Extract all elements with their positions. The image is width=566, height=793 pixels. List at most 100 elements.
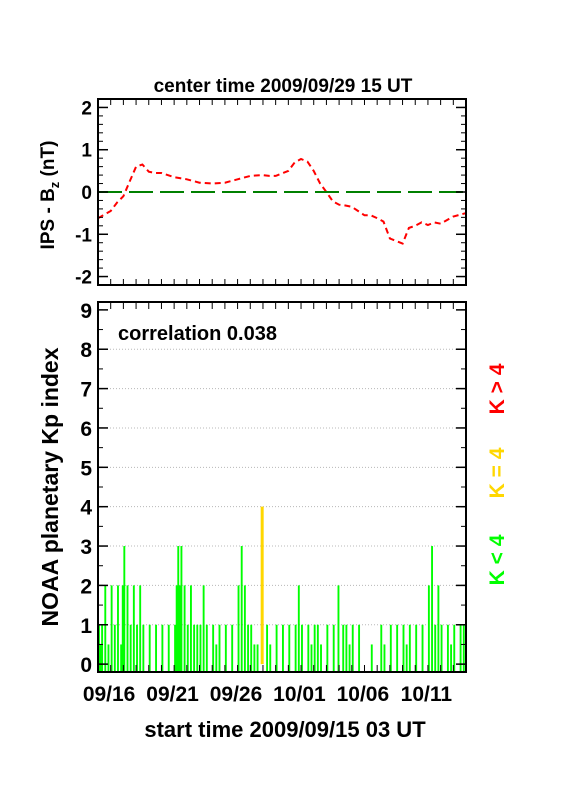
bottom-y-tick-labels: 9 8 7 6 5 4 3 2 1 0 xyxy=(80,300,92,677)
kp-bar xyxy=(190,585,192,672)
top-y-tick-label: -1 xyxy=(75,225,92,246)
kp-bar xyxy=(313,624,316,672)
bottom-x-tick-label: 09/16 xyxy=(83,683,136,706)
kp-bar xyxy=(256,644,259,672)
kp-bar xyxy=(104,585,107,672)
top-y-axis-label: IPS - Bz (nT) xyxy=(38,141,62,250)
kp-bar xyxy=(218,624,221,672)
kp-bar xyxy=(310,644,313,672)
kp-bar xyxy=(126,585,129,672)
ips-bz-panel: center time 2009/09/29 15 UT IPS - Bz (n… xyxy=(38,76,467,289)
kp-bar xyxy=(215,644,218,672)
kp-bar xyxy=(250,624,253,672)
kp-bar xyxy=(380,624,383,672)
kp-bar xyxy=(462,624,465,672)
kp-bar xyxy=(342,624,345,672)
kp-bar xyxy=(326,624,329,672)
kp-bar xyxy=(316,624,319,672)
bottom-x-tick-label: 10/06 xyxy=(337,683,390,706)
kp-bar xyxy=(337,585,340,672)
bottom-y-tick-label: 6 xyxy=(80,418,92,441)
kp-bar xyxy=(178,585,181,672)
kp-bar xyxy=(459,624,462,672)
kp-bar xyxy=(136,624,138,672)
correlation-annotation: correlation 0.038 xyxy=(118,323,277,345)
kp-bar xyxy=(408,624,411,672)
kp-bar xyxy=(186,624,189,672)
legend-k-greater-4: K > 4 xyxy=(486,363,509,414)
kp-bar xyxy=(202,585,205,672)
kp-bar xyxy=(358,624,361,672)
bottom-y-tick-label: 7 xyxy=(80,379,92,402)
kp-panel: NOAA planetary Kp index 9 8 7 6 5 4 3 2 1 0 09/16… xyxy=(37,300,509,742)
bottom-y-tick-label: 8 xyxy=(80,339,92,362)
kp-bar xyxy=(351,624,354,672)
kp-bar xyxy=(113,624,116,672)
kp-bar xyxy=(421,624,424,672)
top-plot-frame xyxy=(97,98,467,286)
kp-bar xyxy=(348,644,351,672)
kp-bar xyxy=(121,585,124,672)
kp-bar xyxy=(139,585,142,672)
kp-bar xyxy=(243,585,246,672)
bottom-y-tick-label: 1 xyxy=(80,615,92,638)
kp-legend: K < 4 K = 4 K > 4 xyxy=(486,363,509,585)
bottom-y-tick-label: 4 xyxy=(80,497,92,520)
kp-bar xyxy=(110,585,113,672)
bottom-y-tick-label: 0 xyxy=(80,654,92,677)
bottom-gridlines xyxy=(98,348,466,626)
top-series-lines xyxy=(97,157,467,245)
kp-bar xyxy=(453,624,456,672)
kp-bar xyxy=(142,624,145,672)
kp-bar xyxy=(282,624,284,672)
bottom-plot-frame xyxy=(97,301,467,673)
bottom-x-axis-label: start time 2009/09/15 03 UT xyxy=(144,717,426,742)
kp-bar xyxy=(297,585,300,672)
kp-bar xyxy=(247,624,249,672)
kp-bar xyxy=(396,624,399,672)
kp-bar xyxy=(161,624,164,672)
kp-bar xyxy=(345,624,348,672)
legend-k-equal-4: K = 4 xyxy=(486,447,509,498)
kp-bar xyxy=(332,624,335,672)
top-y-tick-label: 2 xyxy=(81,98,92,119)
bottom-x-tick-label: 10/11 xyxy=(401,683,453,706)
top-y-tick-label: 0 xyxy=(81,183,92,204)
kp-bar xyxy=(415,624,418,672)
kp-bar xyxy=(402,624,405,672)
kp-bar xyxy=(212,624,215,672)
bottom-x-tick-label: 09/26 xyxy=(210,683,263,706)
kp-bar xyxy=(231,624,234,672)
kp-bar xyxy=(240,546,243,672)
kp-bar xyxy=(320,644,322,672)
kp-bar xyxy=(434,624,437,672)
kp-bar xyxy=(288,624,291,672)
kp-bar xyxy=(269,644,272,672)
kp-bar xyxy=(101,624,104,672)
kp-bar xyxy=(183,585,186,672)
kp-bar xyxy=(275,624,278,672)
bottom-y-tick-label: 5 xyxy=(80,457,92,480)
bottom-y-tick-label: 9 xyxy=(80,300,92,323)
kp-bar xyxy=(224,624,227,672)
kp-bar xyxy=(266,624,269,672)
kp-bar xyxy=(389,624,392,672)
legend-k-less-4: K < 4 xyxy=(486,534,509,585)
kp-bar xyxy=(383,644,386,672)
kp-bar xyxy=(129,624,132,672)
kp-bar xyxy=(431,546,433,672)
bottom-y-tick-label: 3 xyxy=(80,536,92,559)
kp-bar xyxy=(167,624,170,672)
kp-bars xyxy=(98,506,465,672)
bottom-x-tick-labels: 09/16 09/21 09/26 10/01 10/06 10/11 xyxy=(83,683,453,706)
bottom-x-tick-label: 09/21 xyxy=(146,683,199,706)
kp-bar xyxy=(253,644,256,672)
kp-bar xyxy=(117,585,119,672)
kp-bar xyxy=(132,585,135,672)
kp-bar xyxy=(294,624,297,672)
kp-bar xyxy=(180,546,183,672)
top-y-tick-labels: 2 1 0 -1 -2 xyxy=(75,98,92,288)
kp-bar xyxy=(237,585,240,672)
kp-bar xyxy=(99,644,102,672)
